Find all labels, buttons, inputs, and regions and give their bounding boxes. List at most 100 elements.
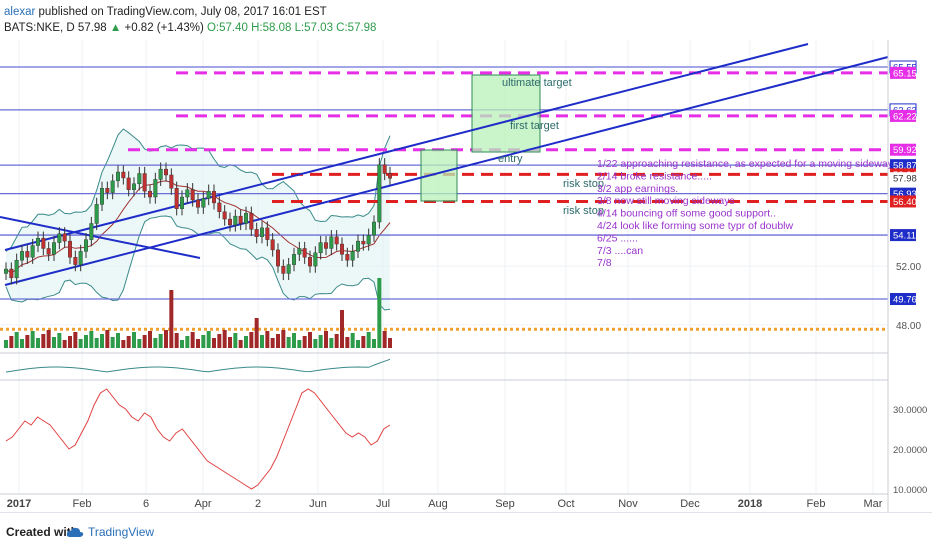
candle[interactable] [340,237,345,261]
price-label-65.15[interactable]: 65.15 [890,66,917,80]
candle[interactable] [227,212,232,232]
analysis-note[interactable]: 4/14 bouncing off some good support.. [597,208,776,220]
candle[interactable] [222,205,227,226]
analysis-note[interactable]: 6/25 ...... [597,232,638,244]
candle[interactable] [73,250,78,272]
annotation-ultimate-target[interactable]: ultimate target [502,77,572,89]
candle[interactable] [131,177,136,197]
candle[interactable] [286,258,291,281]
candle[interactable] [217,196,222,219]
tradingview-brand-link[interactable]: TradingView [88,525,155,539]
candle[interactable] [233,209,238,232]
candle[interactable] [142,166,147,198]
candle[interactable] [126,171,131,197]
candle[interactable] [254,222,259,244]
annotation-risk-stop-1[interactable]: risk stop [563,178,604,190]
price-label-57.98[interactable]: 57.98 [890,172,917,185]
candle[interactable] [163,162,168,182]
candle[interactable] [260,221,265,244]
symbol-name[interactable]: BATS:NKE, D [4,22,75,34]
candle[interactable] [185,183,190,204]
candle[interactable] [190,183,195,207]
candle[interactable] [3,262,8,281]
candle[interactable] [153,172,158,204]
candle[interactable] [169,168,174,195]
candle[interactable] [308,250,313,273]
channel-upper-line[interactable] [4,43,809,251]
candle[interactable] [350,244,355,267]
author-link[interactable]: alexar [4,6,36,18]
price-label-56.40[interactable]: 56.40 [890,195,917,208]
candle[interactable] [115,165,120,188]
candle[interactable] [238,209,243,231]
candle[interactable] [41,231,46,256]
candle[interactable] [30,238,35,264]
analysis-note[interactable]: 7/3 ....can [597,245,643,257]
candle[interactable] [195,193,200,214]
candle[interactable] [372,215,377,242]
candle[interactable] [377,158,382,229]
candle[interactable] [147,184,152,204]
analysis-note[interactable]: 3/2 app earnings. [597,183,678,195]
price-label-58.87[interactable]: 58.87 [890,159,917,172]
channel-lower-line[interactable] [4,56,889,286]
candle[interactable] [179,190,184,216]
candle[interactable] [324,235,329,256]
candle[interactable] [388,166,393,185]
analysis-note[interactable]: 4/24 look like forming some typr of doub… [597,220,794,232]
candle[interactable] [302,241,307,264]
candle[interactable] [110,174,115,200]
price-label-62.22[interactable]: 62.22 [890,109,917,123]
candle[interactable] [206,184,211,206]
candle[interactable] [297,241,302,261]
candle[interactable] [121,165,126,185]
ultimate-target-box[interactable] [471,74,541,153]
candle[interactable] [249,206,254,236]
annotation-entry[interactable]: entry [498,153,523,165]
candle[interactable] [105,181,110,200]
candle[interactable] [94,197,99,231]
candle[interactable] [137,166,142,191]
candle[interactable] [366,228,371,251]
candle[interactable] [276,243,281,273]
candle[interactable] [345,247,350,267]
candle[interactable] [292,247,297,272]
candle[interactable] [57,227,62,250]
candle[interactable] [361,234,366,251]
candle[interactable] [14,253,19,285]
oscillator-line[interactable] [5,388,391,490]
annotation-first-target[interactable]: first target [510,120,559,132]
candle[interactable] [334,230,339,251]
candle[interactable] [46,241,51,261]
price-label-54.11[interactable]: 54.11 [890,229,916,242]
candle[interactable] [201,191,206,214]
downtrend-line[interactable] [0,216,201,259]
candle[interactable] [313,246,318,273]
candle[interactable] [52,235,57,261]
candle[interactable] [270,233,275,257]
candle[interactable] [83,233,88,259]
chart-area[interactable]: ultimate target first target entry risk … [0,0,932,512]
analysis-note[interactable]: 3/8 now still moving sideways [597,195,735,207]
candle[interactable] [174,181,179,216]
candle[interactable] [382,158,387,181]
price-label-49.76[interactable]: 49.76 [890,293,917,306]
candle[interactable] [9,262,14,285]
annotation-risk-stop-2[interactable]: risk stop [563,205,604,217]
candle[interactable] [25,244,30,264]
candle[interactable] [20,244,25,267]
candle[interactable] [329,230,334,256]
price-label-59.92[interactable]: 59.92 [890,143,917,157]
candle[interactable] [158,162,163,187]
analysis-note[interactable]: 7/8 [597,257,612,269]
candle[interactable] [62,227,67,248]
candle[interactable] [265,221,270,247]
entry-box[interactable] [420,149,458,202]
candle[interactable] [36,231,41,253]
candle[interactable] [67,234,72,264]
candle[interactable] [78,244,83,272]
candle[interactable] [356,234,361,259]
candle[interactable] [243,206,248,231]
candle[interactable] [89,216,94,247]
candle[interactable] [281,259,286,281]
